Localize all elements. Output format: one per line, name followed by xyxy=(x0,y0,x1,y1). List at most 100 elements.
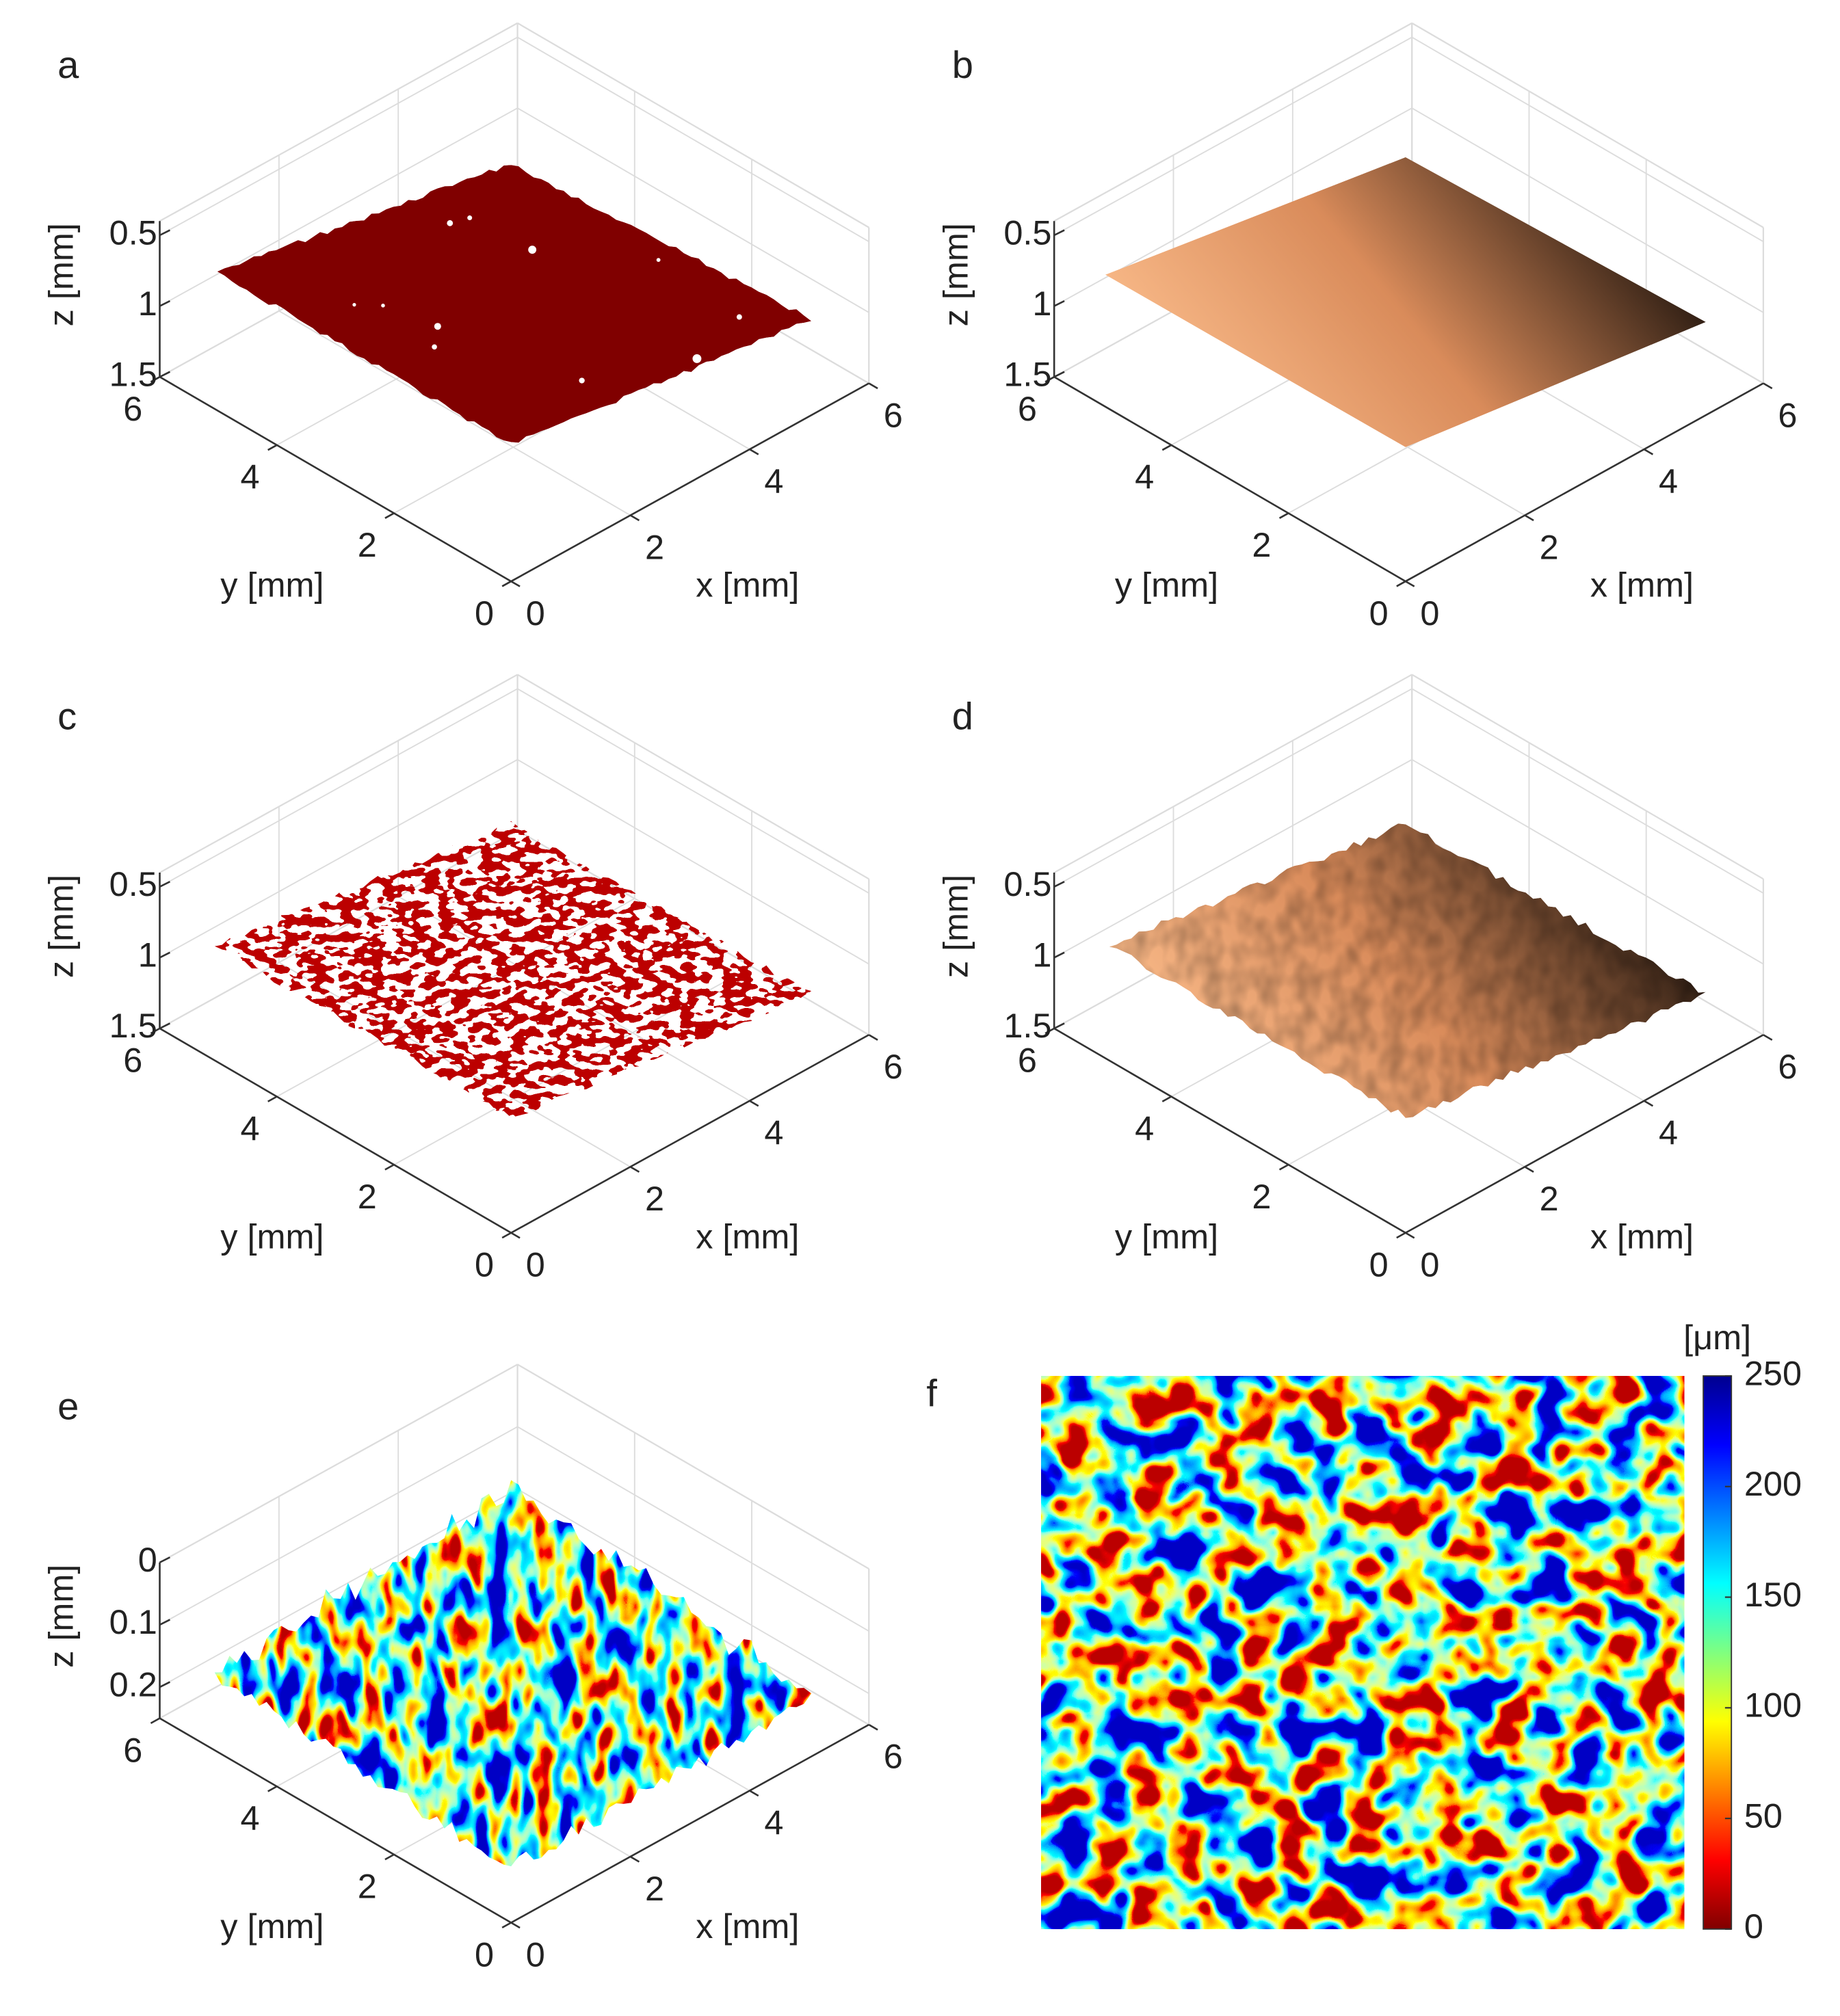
x-axis-label: x [mm] xyxy=(696,1907,799,1946)
surface-hole xyxy=(381,304,385,308)
x-tick xyxy=(629,1855,640,1863)
y-tick xyxy=(267,1786,278,1792)
surface-fill xyxy=(217,165,812,443)
surface xyxy=(217,165,812,443)
grid-line xyxy=(1411,107,1764,313)
y-tick-label: 0 xyxy=(475,1245,494,1284)
box-edge xyxy=(1053,674,1412,873)
colorbar-tick-label: 200 xyxy=(1744,1464,1802,1503)
colorbar-tick-label: 150 xyxy=(1744,1575,1802,1614)
x-tick xyxy=(510,1922,521,1929)
x-tick-label: 0 xyxy=(1420,1245,1439,1284)
y-axis xyxy=(159,376,512,583)
x-axis-label: x [mm] xyxy=(696,566,799,605)
surface-fill xyxy=(1105,157,1706,447)
z-tick xyxy=(159,371,171,378)
y-tick-label: 6 xyxy=(1018,389,1037,428)
panel-label: e xyxy=(57,1384,79,1427)
x-tick-label: 2 xyxy=(1540,527,1559,566)
y-tick-label: 6 xyxy=(123,389,142,428)
x-tick xyxy=(749,448,759,455)
grid-line xyxy=(517,1364,869,1569)
grid-line xyxy=(517,758,869,965)
grid-line xyxy=(1053,688,1412,888)
x-tick-label: 0 xyxy=(1420,594,1439,633)
y-tick xyxy=(384,1164,395,1171)
y-tick xyxy=(501,1922,512,1928)
z-tick-label: 1 xyxy=(138,936,157,974)
z-tick-label: 0.1 xyxy=(109,1602,157,1641)
z-tick-label: 0.2 xyxy=(109,1664,157,1703)
colorbar-tick-label: 250 xyxy=(1744,1353,1802,1392)
y-tick-label: 0 xyxy=(475,1935,494,1974)
x-tick xyxy=(868,1034,878,1041)
y-axis-label: y [mm] xyxy=(1115,1217,1218,1256)
panel-label: c xyxy=(57,695,77,738)
x-tick xyxy=(629,1166,640,1173)
x-axis xyxy=(510,1034,869,1234)
surface xyxy=(1109,823,1706,1118)
x-tick xyxy=(749,1790,759,1797)
x-tick-label: 0 xyxy=(526,1935,545,1974)
z-tick-label: 1.5 xyxy=(109,355,157,394)
z-axis-label: z [mm] xyxy=(42,1565,81,1668)
z-tick-label: 1.5 xyxy=(1003,1006,1051,1045)
x-tick xyxy=(1763,382,1773,390)
surface-hole xyxy=(704,234,711,241)
surface-fill xyxy=(214,821,812,1118)
x-tick-label: 6 xyxy=(884,1737,903,1776)
grid-line xyxy=(1053,36,1412,236)
x-tick-label: 2 xyxy=(645,1179,664,1218)
x-tick-label: 2 xyxy=(645,1869,664,1908)
y-axis-label: y [mm] xyxy=(220,566,324,605)
surface xyxy=(214,821,812,1118)
grid-line xyxy=(159,1426,518,1626)
surface-hole xyxy=(713,382,722,390)
grid-line xyxy=(159,36,518,236)
z-axis-label: z [mm] xyxy=(42,223,81,326)
x-tick-label: 0 xyxy=(526,1245,545,1284)
grid-line xyxy=(517,1426,869,1632)
surface-shade xyxy=(1109,823,1706,1118)
z-tick xyxy=(1053,951,1065,959)
y-tick xyxy=(1044,1027,1055,1035)
surface-hole xyxy=(656,258,661,263)
grid-line xyxy=(159,758,518,959)
box-edge xyxy=(516,674,869,880)
z-tick-label: 1.5 xyxy=(1003,355,1051,394)
z-tick xyxy=(159,1681,171,1688)
z-tick xyxy=(159,1022,171,1030)
surface-hole xyxy=(352,303,356,307)
z-tick-label: 0.5 xyxy=(1003,864,1051,903)
grid-line xyxy=(1411,688,1764,894)
colorbar-tick-label: 50 xyxy=(1744,1796,1783,1835)
grid-line xyxy=(278,310,631,516)
x-tick xyxy=(1643,1100,1654,1107)
x-tick-label: 0 xyxy=(526,594,545,633)
x-tick-label: 4 xyxy=(764,1803,783,1842)
y-tick-label: 4 xyxy=(1135,457,1154,496)
grid-line xyxy=(517,36,869,243)
y-tick xyxy=(150,376,161,383)
grid-line xyxy=(1411,36,1764,243)
y-tick xyxy=(1044,376,1055,383)
surface-hole xyxy=(432,344,437,350)
colorbar-tick-label: 100 xyxy=(1744,1686,1802,1725)
surface-hole xyxy=(757,385,761,389)
x-tick-label: 6 xyxy=(884,1047,903,1086)
y-axis-label: y [mm] xyxy=(1115,566,1218,605)
z-tick xyxy=(1053,300,1065,307)
y-tick xyxy=(1278,512,1289,519)
y-tick-label: 4 xyxy=(240,1109,259,1148)
x-tick-label: 6 xyxy=(884,395,903,434)
colorbar xyxy=(1703,1375,1733,1930)
y-tick xyxy=(1396,580,1406,587)
x-tick xyxy=(510,580,521,587)
x-tick-label: 6 xyxy=(1778,395,1797,434)
y-tick-label: 4 xyxy=(240,457,259,496)
y-tick xyxy=(1161,1096,1172,1102)
z-tick-label: 1 xyxy=(1032,936,1051,974)
grid-line xyxy=(517,107,869,313)
y-tick xyxy=(1396,1232,1406,1239)
z-tick-label: 1 xyxy=(138,284,157,323)
